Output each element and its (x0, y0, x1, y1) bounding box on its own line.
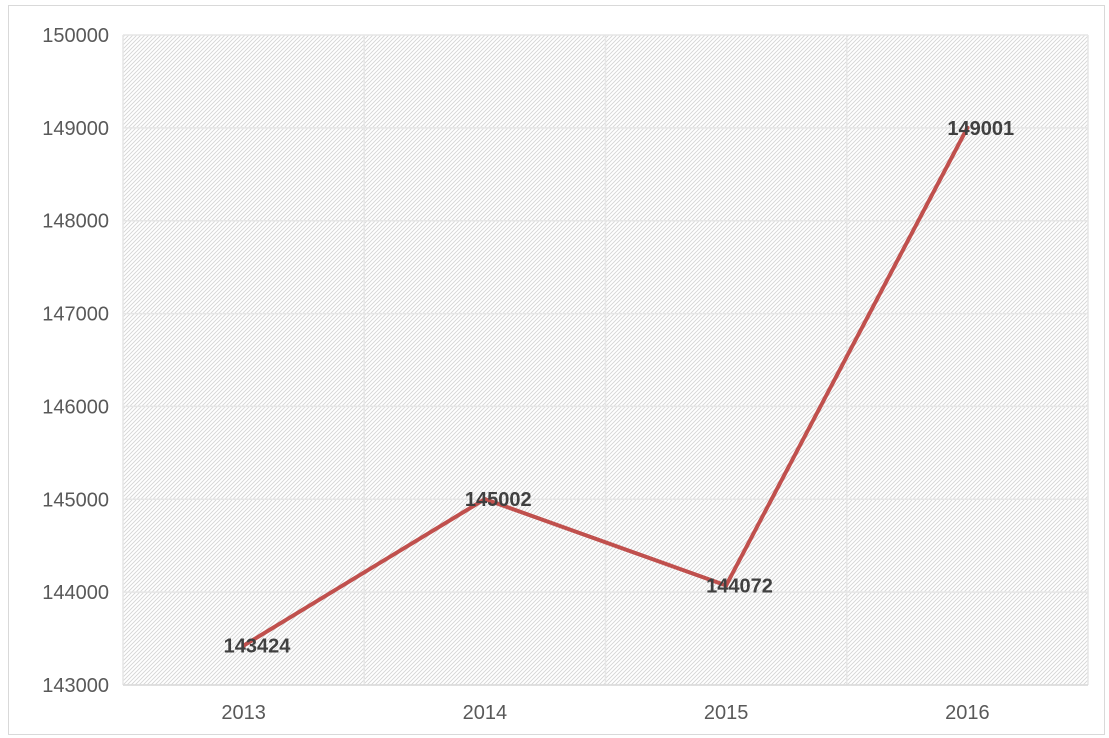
x-tick-label: 2016 (945, 702, 990, 724)
y-tick-label: 143000 (42, 675, 109, 697)
y-tick-label: 149000 (42, 118, 109, 140)
data-point (482, 497, 487, 502)
series-line (241, 125, 970, 648)
data-label: 149001 (947, 118, 1014, 140)
data-labels: 143424 145002 144072 149001 (224, 118, 1015, 658)
series-layer (241, 125, 970, 648)
x-tick-label: 2015 (704, 702, 749, 724)
y-tick-label: 145000 (42, 489, 109, 511)
y-tick-label: 150000 (42, 25, 109, 47)
data-label: 143424 (224, 636, 292, 658)
data-label: 145002 (465, 489, 532, 511)
y-tick-label: 144000 (42, 582, 109, 604)
data-point (965, 125, 970, 130)
x-tick-label: 2013 (221, 702, 266, 724)
data-label: 144072 (706, 575, 773, 597)
x-tick-label: 2014 (463, 702, 508, 724)
y-tick-label: 146000 (42, 396, 109, 418)
y-tick-label: 148000 (42, 211, 109, 233)
data-point (724, 583, 729, 588)
axes: 143000 144000 145000 146000 147000 148000 1490… (42, 25, 1088, 724)
gridlines (122, 34, 1089, 686)
data-point (241, 643, 246, 648)
y-tick-label: 147000 (42, 304, 109, 326)
